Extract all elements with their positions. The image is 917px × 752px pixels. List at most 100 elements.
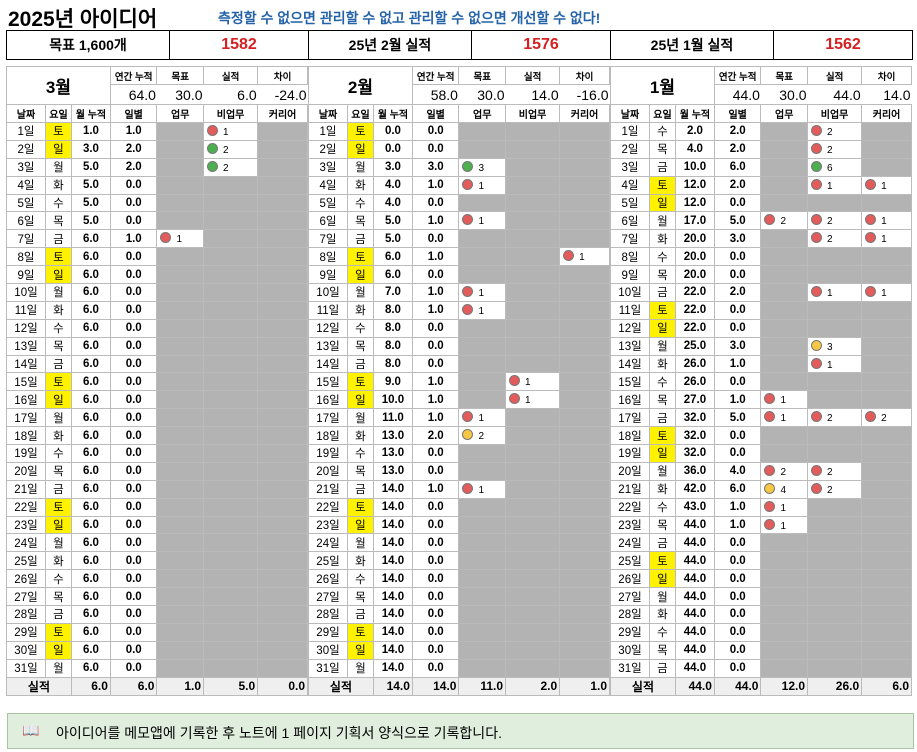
table-row: 21일 금 14.0 1.0 1 [308, 479, 610, 499]
diff-header: 차이 [861, 66, 912, 85]
nonwork-cell [505, 515, 561, 535]
cumulative-cell: 13.0 [372, 461, 413, 481]
dow-cell: 금 [346, 229, 374, 249]
daily-cell: 0.0 [411, 622, 460, 642]
daily-cell: 0.0 [411, 658, 460, 678]
annual-value: 44.0 [714, 84, 761, 105]
dow-cell: 월 [44, 658, 72, 678]
date-cell: 26일 [308, 569, 348, 589]
date-cell: 13일 [6, 336, 46, 356]
work-cell [760, 122, 809, 141]
daily-cell: 1.0 [713, 390, 762, 410]
career-cell [559, 515, 610, 535]
daily-cell: 0.0 [109, 390, 158, 410]
cumulative-cell: 44.0 [674, 622, 715, 642]
date-cell: 21일 [610, 479, 650, 499]
work-count: 1 [478, 216, 485, 228]
daily-cell: 0.0 [109, 354, 158, 374]
dow-cell: 수 [44, 193, 72, 213]
table-row: 12일 수 6.0 0.0 [6, 318, 308, 338]
status-dot-icon [865, 214, 877, 226]
career-cell [861, 265, 912, 285]
table-row: 13일 월 25.0 3.0 3 [610, 336, 912, 356]
table-row: 8일 수 20.0 0.0 [610, 247, 912, 267]
career-cell [559, 569, 610, 589]
cumulative-cell: 20.0 [674, 265, 715, 285]
career-cell [861, 122, 912, 141]
cumulative-cell: 26.0 [674, 354, 715, 374]
date-cell: 12일 [6, 318, 46, 338]
footer-value: 44.0 [713, 676, 762, 696]
dow-cell: 수 [648, 497, 676, 517]
dow-cell: 금 [648, 658, 676, 678]
nonwork-count: 2 [827, 466, 833, 478]
work-cell [760, 300, 809, 320]
career-cell [559, 139, 610, 159]
status-dot-icon [811, 178, 823, 190]
dow-cell: 목 [346, 461, 374, 481]
table-row: 16일 일 6.0 0.0 [6, 390, 308, 410]
dow-cell: 목 [648, 515, 676, 535]
daily-cell: 0.0 [109, 569, 158, 589]
dow-cell: 금 [44, 229, 72, 249]
nonwork-cell [505, 336, 561, 356]
daily-cell: 1.0 [411, 211, 460, 231]
work-cell [760, 426, 809, 446]
nonwork-cell [505, 229, 561, 249]
daily-cell: 0.0 [109, 283, 158, 302]
dow-cell: 금 [648, 157, 676, 177]
date-cell: 24일 [308, 533, 348, 553]
nonwork-cell [807, 515, 863, 535]
career-cell: 1 [861, 175, 912, 195]
work-cell [458, 605, 507, 624]
work-count: 4 [780, 484, 787, 496]
cumulative-cell: 8.0 [372, 336, 413, 356]
work-cell [458, 515, 507, 535]
status-dot-icon [764, 464, 776, 476]
cumulative-cell: 2.0 [674, 122, 715, 141]
daily-cell: 0.0 [411, 533, 460, 553]
daily-cell: 0.0 [109, 605, 158, 624]
dow-cell: 토 [346, 622, 374, 642]
status-dot-icon [207, 142, 219, 154]
work-cell [760, 372, 809, 392]
date-cell: 23일 [6, 515, 46, 535]
daily-cell: 1.0 [411, 175, 460, 195]
dow-cell: 토 [648, 300, 676, 320]
table-row: 2일 일 0.0 0.0 [308, 139, 610, 159]
dow-cell: 화 [346, 426, 374, 446]
dow-cell: 토 [346, 122, 374, 141]
dow-cell: 일 [44, 515, 72, 535]
date-cell: 16일 [610, 390, 650, 410]
table-row: 5일 일 12.0 0.0 [610, 193, 912, 213]
date-cell: 8일 [6, 247, 46, 267]
date-cell: 29일 [610, 622, 650, 642]
status-dot-icon [865, 411, 877, 423]
dow-cell: 일 [44, 640, 72, 660]
dow-cell: 화 [346, 175, 374, 195]
table-row: 1일 토 1.0 1.0 1 [6, 122, 308, 141]
table-row: 13일 목 6.0 0.0 [6, 336, 308, 356]
col-header-date: 날짜 [610, 104, 650, 123]
dow-cell: 화 [346, 300, 374, 320]
dow-cell: 수 [648, 247, 676, 267]
footer-value: 2.0 [505, 676, 561, 696]
career-cell [257, 211, 308, 231]
work-cell [156, 336, 205, 356]
date-cell: 3일 [6, 157, 46, 177]
career-cell [861, 390, 912, 410]
work-count: 1 [780, 413, 787, 425]
cumulative-cell: 6.0 [70, 372, 111, 392]
status-dot-icon [811, 160, 823, 172]
status-dot-icon [509, 393, 521, 405]
nonwork-cell [203, 193, 259, 213]
date-cell: 1일 [610, 122, 650, 141]
date-cell: 9일 [610, 265, 650, 285]
nonwork-cell [505, 265, 561, 285]
date-cell: 19일 [610, 444, 650, 463]
date-cell: 24일 [610, 533, 650, 553]
table-row: 30일 일 6.0 0.0 [6, 640, 308, 660]
career-cell [559, 658, 610, 678]
career-count: 1 [579, 252, 585, 264]
nonwork-cell [807, 265, 863, 285]
